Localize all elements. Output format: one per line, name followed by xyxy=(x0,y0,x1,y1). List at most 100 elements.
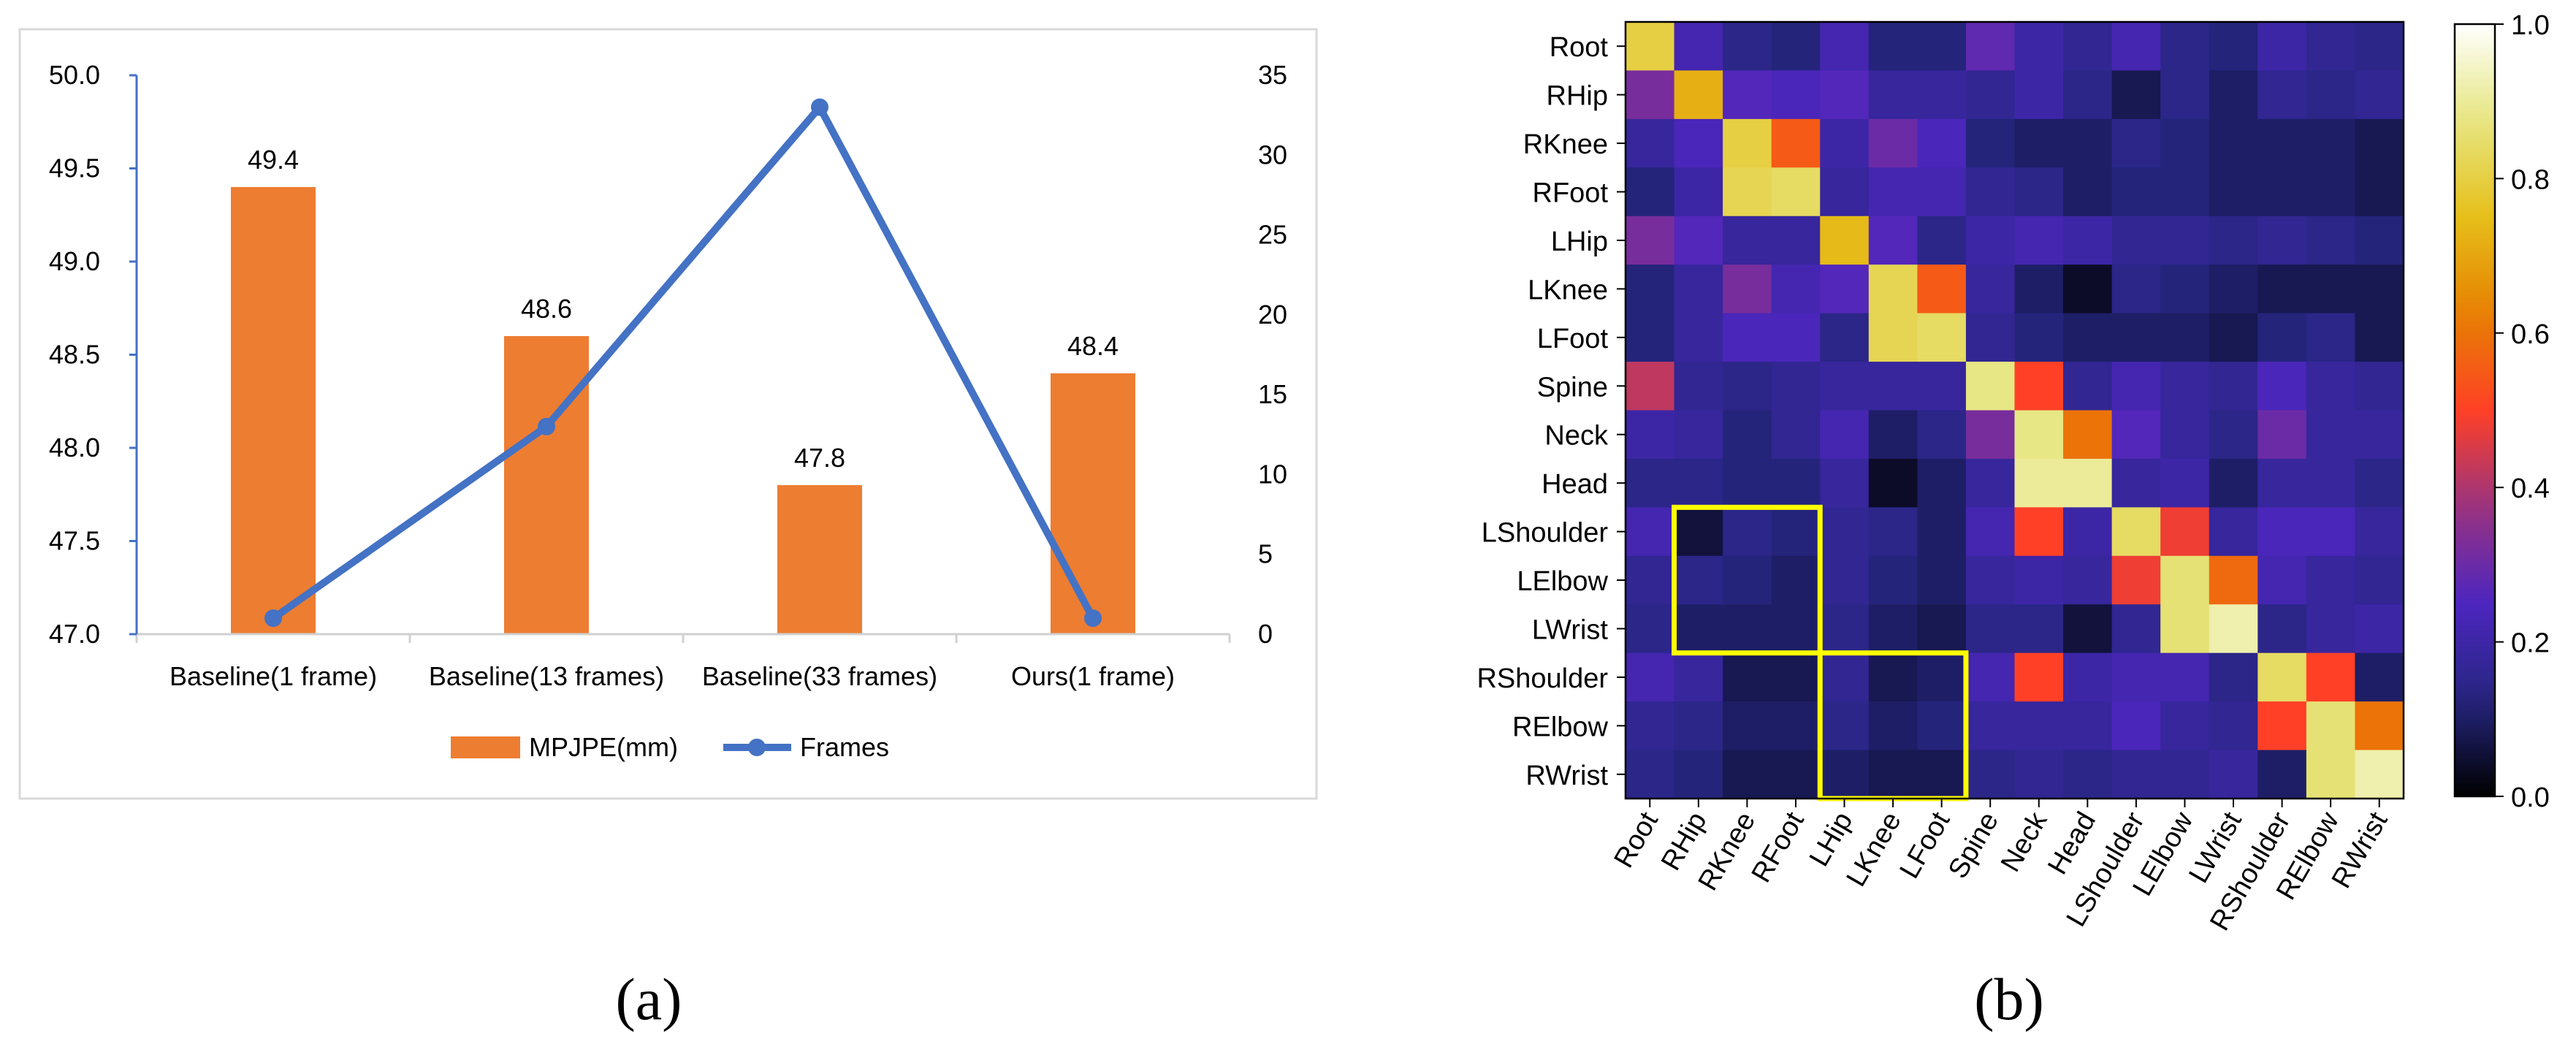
cell-lfoot-rshoulder xyxy=(2257,313,2307,362)
cell-neck-neck xyxy=(2014,410,2064,460)
cell-lelbow-neck xyxy=(2014,555,2064,605)
cell-neck-lshoulder xyxy=(2111,410,2161,460)
cell-head-rhip xyxy=(1674,458,1723,508)
left-y-tick-label: 48.0 xyxy=(49,433,100,462)
cell-rhip-head xyxy=(2063,70,2113,120)
cell-relbow-lfoot xyxy=(1917,701,1967,751)
y-tick-label-root: Root xyxy=(1550,32,1609,63)
bar-baseline-1-frame xyxy=(231,187,316,634)
cell-lshoulder-lfoot xyxy=(1917,507,1967,557)
cell-rfoot-lelbow xyxy=(2160,167,2210,217)
cell-rhip-spine xyxy=(1965,70,2016,120)
cell-lelbow-rfoot xyxy=(1771,555,1821,605)
cell-lhip-lfoot xyxy=(1917,216,1967,265)
cell-lhip-spine xyxy=(1965,216,2016,265)
bar-baseline-13-frames xyxy=(504,336,589,634)
cell-rhip-lfoot xyxy=(1917,70,1967,120)
cell-lfoot-lknee xyxy=(1868,313,1918,362)
cell-spine-rshoulder xyxy=(2257,362,2307,411)
y-tick-label-rfoot: RFoot xyxy=(1533,178,1609,209)
cell-lknee-root xyxy=(1626,264,1675,314)
frames-point-baseline-13-frames xyxy=(538,417,555,435)
cell-neck-head xyxy=(2063,410,2113,460)
cell-rknee-neck xyxy=(2014,118,2064,168)
cell-rwrist-rshoulder xyxy=(2257,750,2307,799)
left-y-tick-label: 48.5 xyxy=(49,340,100,370)
cell-rknee-head xyxy=(2063,118,2113,168)
cell-rfoot-lknee xyxy=(1868,167,1918,217)
right-y-tick-label: 15 xyxy=(1258,379,1287,409)
cell-head-lfoot xyxy=(1917,458,1967,508)
cell-rknee-rhip xyxy=(1674,118,1723,168)
cell-rwrist-lshoulder xyxy=(2111,750,2161,799)
cell-lelbow-rshoulder xyxy=(2257,555,2307,605)
y-tick-label-spine: Spine xyxy=(1537,372,1608,403)
panel-a-combo-chart: 49.448.647.848.4 Baseline(1 frame) Baseli… xyxy=(18,28,1318,800)
cell-spine-lknee xyxy=(1868,362,1918,411)
cell-head-head xyxy=(2063,458,2113,508)
cell-relbow-rshoulder xyxy=(2257,701,2307,751)
cell-spine-neck xyxy=(2014,362,2064,411)
y-tick-label-rshoulder: RShoulder xyxy=(1476,663,1608,694)
frames-point-ours-1-frame xyxy=(1084,609,1102,628)
cell-root-rfoot xyxy=(1771,22,1821,72)
cell-rhip-neck xyxy=(2014,70,2064,120)
cell-rwrist-lhip xyxy=(1820,750,1870,799)
cell-lhip-relbow xyxy=(2306,216,2356,265)
data-label-baseline-33-frames: 47.8 xyxy=(794,443,845,473)
cell-rknee-rshoulder xyxy=(2257,118,2307,168)
cell-rfoot-rshoulder xyxy=(2257,167,2307,217)
cell-spine-lwrist xyxy=(2209,362,2258,411)
left-y-tick-label: 49.5 xyxy=(49,153,100,183)
cell-relbow-neck xyxy=(2014,701,2064,751)
cell-lknee-neck xyxy=(2014,264,2064,314)
cell-neck-rknee xyxy=(1723,410,1772,460)
cell-lwrist-lelbow xyxy=(2160,604,2210,654)
right-y-tick-label: 20 xyxy=(1258,300,1287,330)
cell-rshoulder-rshoulder xyxy=(2257,652,2307,702)
cell-spine-rknee xyxy=(1723,362,1772,411)
cell-lelbow-spine xyxy=(1965,555,2016,605)
cell-root-rknee xyxy=(1723,22,1772,72)
cell-lfoot-spine xyxy=(1965,313,2016,362)
cell-lwrist-lknee xyxy=(1868,604,1918,654)
cell-lshoulder-rwrist xyxy=(2355,507,2404,557)
cell-rfoot-rfoot xyxy=(1771,167,1821,217)
cell-rshoulder-rwrist xyxy=(2355,652,2404,702)
cell-spine-lshoulder xyxy=(2111,362,2161,411)
cell-lhip-rshoulder xyxy=(2257,216,2307,265)
cell-lhip-rwrist xyxy=(2355,216,2404,265)
cell-lshoulder-rknee xyxy=(1723,507,1772,557)
cell-lknee-lfoot xyxy=(1917,264,1967,314)
cell-rhip-lknee xyxy=(1868,70,1918,120)
cell-lhip-lhip xyxy=(1820,216,1870,265)
panel-a-axes: Baseline(1 frame) Baseline(13 frames) Base… xyxy=(49,60,1287,691)
cell-root-lshoulder xyxy=(2111,22,2161,72)
cell-rfoot-lfoot xyxy=(1917,167,1967,217)
right-y-tick-label: 0 xyxy=(1258,619,1273,649)
cell-rshoulder-neck xyxy=(2014,652,2064,702)
cell-neck-rwrist xyxy=(2355,410,2404,460)
cell-head-relbow xyxy=(2306,458,2356,508)
legend-marker-frames xyxy=(748,739,766,756)
cell-rknee-rknee xyxy=(1723,118,1772,168)
cell-rwrist-rhip xyxy=(1674,750,1723,799)
cell-lwrist-rshoulder xyxy=(2257,604,2307,654)
cell-lelbow-lshoulder xyxy=(2111,555,2161,605)
y-tick-label-relbow: RElbow xyxy=(1512,712,1608,742)
cell-spine-lhip xyxy=(1820,362,1870,411)
frames-point-baseline-1-frame xyxy=(264,609,282,628)
colorbar: 0.0 0.2 0.4 0.6 0.8 1.0 xyxy=(2453,10,2550,813)
cell-lknee-lknee xyxy=(1868,264,1918,314)
cell-spine-lelbow xyxy=(2160,362,2210,411)
cell-root-lhip xyxy=(1820,22,1870,72)
cell-rshoulder-lelbow xyxy=(2160,652,2210,702)
cell-lshoulder-lhip xyxy=(1820,507,1870,557)
legend-label-mpjpe: MPJPE(mm) xyxy=(529,732,678,762)
cell-root-neck xyxy=(2014,22,2064,72)
cell-lwrist-lshoulder xyxy=(2111,604,2161,654)
cell-neck-spine xyxy=(1965,410,2016,460)
cell-lknee-lshoulder xyxy=(2111,264,2161,314)
cell-relbow-rfoot xyxy=(1771,701,1821,751)
cell-spine-relbow xyxy=(2306,362,2356,411)
